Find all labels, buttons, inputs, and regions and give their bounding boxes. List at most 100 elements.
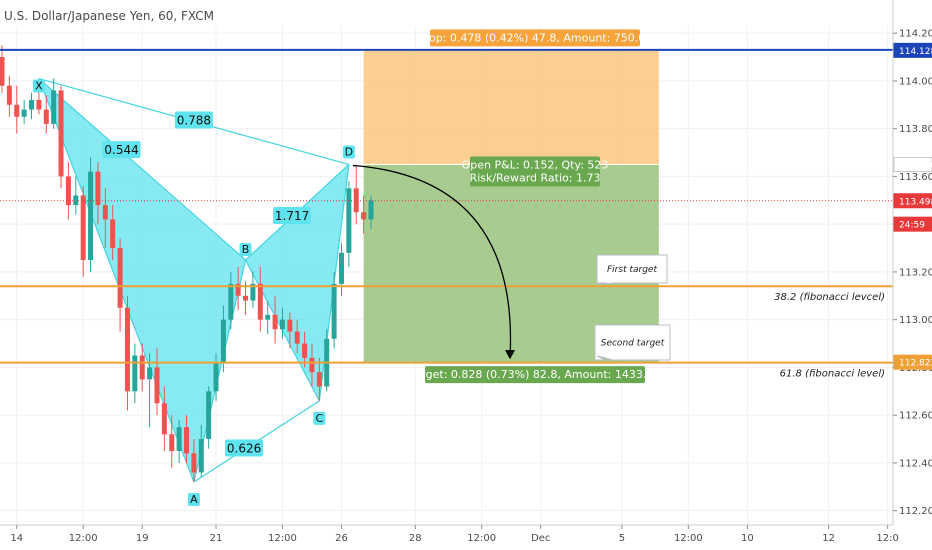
point-label-c: C [316,412,324,425]
ratio-label-xb: 0.544 [104,143,138,157]
pattern-leg-xa [38,78,195,483]
x-tick-label: 10 [741,533,754,544]
candle-body [14,104,20,117]
position-zone [363,50,659,363]
price-badge [893,216,932,232]
x-tick-label: 12:00 [674,533,703,544]
risk-reward-label: Risk/Reward Ratio: 1.73 [470,171,601,184]
note-label: First target [607,265,657,275]
x-tick-label: 12:0 [876,533,898,544]
ratio-label-bd: 1.717 [275,209,309,223]
candle-body [361,212,367,220]
x-tick-label: 14 [10,533,23,544]
note-callout [594,324,671,361]
candle-body [250,283,256,301]
x-tick-label: 12:00 [467,533,496,544]
x-tick-label: 28 [409,533,422,544]
candle-body [139,355,145,380]
candle-body [80,195,86,260]
x-tick-label: 19 [136,533,149,544]
candle-body [161,403,167,435]
price-badge-label: 24:59 [899,221,925,231]
y-tick-label: 113.600 [899,172,932,183]
stop-zone [363,50,659,165]
candle-body [110,219,116,249]
candle-body [257,283,263,320]
candle-body [235,283,241,296]
candles [0,45,374,483]
candle-body [272,314,278,330]
candle-body [43,109,49,124]
y-tick-label: 114.000 [899,76,932,87]
y-tick-label: 113.000 [899,315,932,326]
candle-body [265,314,271,320]
x-tick-label: 12 [822,533,835,544]
price-badge-label: 112.822 [899,359,932,369]
x-axis: 14 12:00 19 21 12:00 26 28 12:00 Dec 5 12:00 10 12 12… [0,524,932,550]
candle-body [21,109,27,117]
y-tick-label: 113.800 [899,124,932,135]
candle-body [279,319,285,330]
candle-body [58,90,64,177]
point-label-bg [342,145,355,159]
candle-body [169,434,175,451]
price-badge [893,193,932,209]
y-tick-label: 114.200 [899,29,932,40]
candle-body [206,391,212,440]
x-axis-bg [0,525,932,550]
candle-body [132,355,138,392]
pattern-line-xb [38,78,246,261]
candle-body [294,331,300,344]
stop-box [430,29,640,47]
ratio-label-ac: 0.626 [227,442,261,456]
candle-body [198,439,204,473]
point-label-d: D [345,145,353,158]
price-badge [893,42,932,58]
x-tick-label: 12:00 [69,533,98,544]
candle-body [51,90,57,124]
candle-body [368,200,374,220]
x-tick-label: 5 [619,533,625,544]
candle-body [302,343,308,358]
target-arrowhead [505,350,515,360]
price-badge-label: 113.498 [899,197,932,207]
candle-body [36,100,42,110]
candle-body [154,367,160,404]
candle-body [287,319,293,332]
x-tick-label: Dec [531,533,550,544]
y-axis: 114.200114.000113.800113.600113.400113.2… [892,0,932,550]
candle-body [0,57,5,86]
y-axis-bg [893,0,932,550]
y-tick-label: 112.600 [899,411,932,422]
price-badge-label: 113.650 [899,161,932,171]
stop-label: Stop: 0.478 (0.42%) 47.8, Amount: 750.01 [418,31,653,44]
fib-61-8-label: 61.8 (fibonacci level) [780,369,885,380]
point-label-b: B [242,243,250,256]
candle-body [95,171,101,206]
candle-body [220,319,226,363]
ratio-label-bg [273,207,312,225]
point-label-bg [313,411,326,425]
ratio-label-xd: 0.788 [177,114,211,128]
y-tick-label: 112.200 [899,506,932,517]
candle-body [346,188,352,253]
x-tick-label: 26 [335,533,348,544]
pattern-triangle-bcd [245,164,349,401]
fib-38-2-label: 38.2 (fibonacci levcel) [774,292,885,303]
candle-body [338,252,344,284]
point-label-a: A [190,493,198,506]
candle-body [353,188,359,213]
candle-body [243,295,249,301]
candle-body [228,283,234,320]
price-badge-label: 114.128 [899,47,932,57]
ratio-label-bg [225,439,264,457]
y-tick-label: 113.200 [899,267,932,278]
candle-body [6,85,12,105]
candle-body [191,453,197,473]
horizontal-lines: 38.2 (fibonacci levcel) 61.8 (fibonacci l… [0,48,893,380]
candle-body [331,283,337,339]
ratio-label-bg [102,141,141,159]
y-tick-label: 112.400 [899,458,932,469]
info-box [470,156,600,187]
